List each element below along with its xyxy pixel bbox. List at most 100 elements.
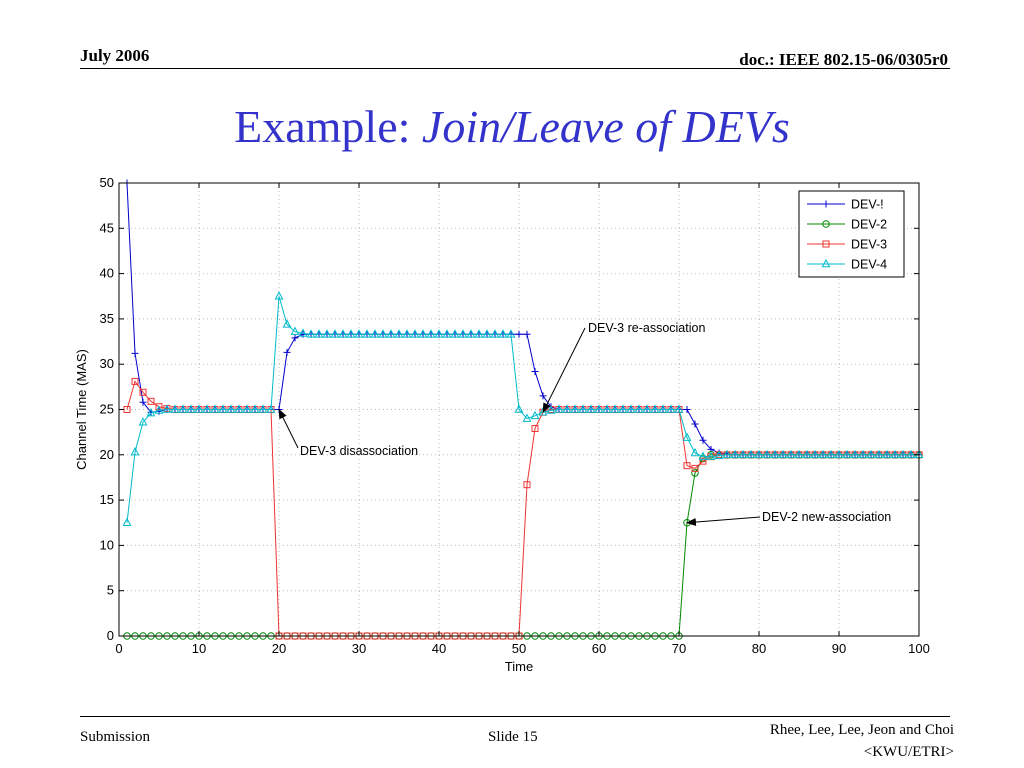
header-date: July 2006 [80, 46, 150, 65]
footer-credits: Rhee, Lee, Lee, Jeon and Choi <KWU/ETRI> [770, 719, 954, 763]
legend-label: DEV-3 [851, 238, 887, 252]
series-4-point [698, 451, 708, 460]
series-4-point [826, 449, 836, 459]
series-4-point [674, 404, 684, 413]
series-1-point [683, 406, 691, 413]
series-4-point [394, 329, 404, 338]
series-4-point [706, 451, 716, 460]
series-4-point [562, 404, 572, 413]
series-4-point [386, 329, 396, 338]
series-4-point [770, 449, 780, 459]
series-4-point [434, 329, 444, 338]
x-axis-label: Time [505, 659, 533, 674]
legend-item: DEV-2 [807, 218, 887, 232]
slide-title: Example: Join/Leave of DEVs [0, 100, 1024, 153]
series-4-point [554, 404, 564, 413]
series-3-point [531, 425, 539, 433]
series-4-point [322, 329, 332, 338]
footer-rule [80, 716, 950, 717]
x-tick-label: 10 [192, 641, 206, 656]
y-tick-label: 40 [100, 266, 114, 281]
annotations: DEV-3 disassociation DEV-3 re-association… [278, 321, 891, 527]
series-3-point [131, 377, 139, 385]
series-4-point [746, 449, 756, 459]
x-tick-label: 80 [752, 641, 766, 656]
series-1-point [699, 436, 707, 444]
series-4-point [890, 449, 900, 459]
series-4-point [482, 329, 492, 338]
series-4-point [650, 404, 660, 413]
series-4-point [138, 417, 148, 426]
series-4-point [418, 329, 428, 338]
series-3-point [699, 457, 707, 465]
x-tick-label: 40 [432, 641, 446, 656]
header-doc-id: doc.: IEEE 802.15-06/0305r0 [739, 50, 948, 69]
series-4-point [818, 449, 828, 459]
series-4-point [602, 404, 612, 413]
legend-item: DEV-4 [807, 258, 887, 272]
footer-org: <KWU/ETRI> [863, 744, 954, 760]
series-4-point [666, 404, 676, 413]
series-1-point [515, 330, 523, 338]
series-4-point [642, 404, 652, 413]
series-3-point [523, 481, 531, 489]
footer-submission: Submission [80, 729, 151, 745]
series-4-point [170, 404, 180, 413]
series-4-point [522, 413, 532, 422]
x-tick-label: 0 [115, 641, 122, 656]
series-4-point [898, 449, 908, 459]
series-4-point [234, 404, 244, 413]
y-tick-label: 20 [100, 447, 114, 462]
series-4-point [850, 449, 860, 459]
series-4-point [210, 404, 220, 413]
series-4-point [730, 449, 740, 459]
series-4-point [586, 404, 596, 413]
series-1-point [523, 330, 531, 338]
series-4-point [218, 404, 228, 413]
series-4-point [178, 404, 188, 413]
legend-label: DEV-2 [851, 218, 887, 232]
series-4-point [626, 404, 636, 413]
x-tick-label: 30 [352, 641, 366, 656]
annotation-arrow [686, 516, 761, 527]
y-tick-label: 35 [100, 311, 114, 326]
y-tick-label: 5 [107, 583, 114, 598]
series-4-point [194, 404, 204, 413]
series-4-point [314, 329, 324, 338]
series-4-point [258, 404, 268, 413]
series-4-point [794, 449, 804, 459]
legend-swatch-marker [821, 258, 831, 268]
series-4-point [402, 329, 412, 338]
series-4-point [282, 319, 292, 328]
series-4-point [594, 404, 604, 413]
y-tick-label: 10 [100, 537, 114, 552]
series-3-point [691, 464, 699, 472]
series-3-point [147, 397, 155, 405]
series-4-point [354, 329, 364, 338]
annotation-arrow [278, 408, 299, 449]
series-4-point [362, 329, 372, 338]
y-tick-label: 45 [100, 220, 114, 235]
series-4-point [834, 449, 844, 459]
x-tick-label: 20 [272, 641, 286, 656]
series-4 [122, 291, 924, 527]
legend-swatch-marker [822, 200, 830, 208]
series-4-point [410, 329, 420, 338]
series-1-point [139, 398, 147, 406]
series-4-point [658, 404, 668, 413]
series-4-point [154, 405, 164, 414]
series-4-point [634, 404, 644, 413]
series-4-point [714, 450, 724, 460]
legend: DEV-! DEV-2 DEV-3 DEV-4 [798, 190, 905, 278]
series-4-point [882, 449, 892, 459]
footer-slide-number: Slide 15 [488, 729, 538, 745]
header-rule [80, 68, 950, 69]
y-axis-label: Channel Time (MAS) [74, 349, 89, 470]
series-4-point [130, 447, 140, 456]
series-1-point [691, 420, 699, 428]
series-4-point [690, 447, 700, 457]
series-4-point [578, 404, 588, 413]
axis-ticks: 0 10 20 30 40 50 60 70 80 90 100 0 5 10 15 20 25 30 35 40 45… [100, 175, 930, 656]
series-4-point [738, 449, 748, 459]
series-4-line [126, 296, 919, 523]
